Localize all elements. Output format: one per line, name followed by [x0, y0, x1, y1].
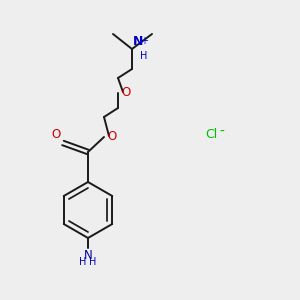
Text: O: O — [107, 130, 116, 142]
Text: H: H — [140, 51, 147, 61]
Text: N: N — [84, 249, 92, 262]
Text: O: O — [52, 128, 61, 141]
Text: Cl: Cl — [205, 128, 217, 142]
Text: H: H — [89, 257, 97, 267]
Text: H: H — [79, 257, 87, 267]
Text: -: - — [219, 125, 224, 139]
Text: N: N — [133, 35, 143, 48]
Text: O: O — [121, 85, 130, 98]
Text: +: + — [140, 36, 148, 46]
